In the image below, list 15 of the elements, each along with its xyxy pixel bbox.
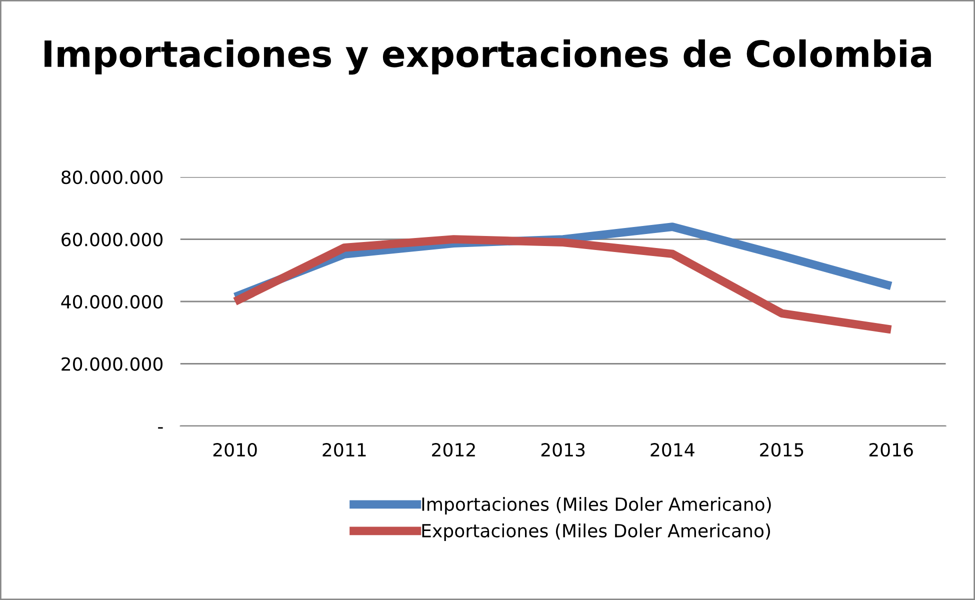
x-tick-label: 2014	[650, 442, 694, 457]
x-tick-label: 2010	[213, 442, 257, 457]
chart-title: Importaciones y exportaciones de Colombia	[44, 39, 931, 75]
y-tick-label: 20.000.000	[62, 357, 163, 371]
x-tick-label: 2016	[869, 442, 913, 457]
y-tick-label: 80.000.000	[62, 170, 163, 184]
x-tick-label: 2015	[760, 442, 804, 457]
y-tick-label: 40.000.000	[61, 294, 163, 309]
x-tick-label: 2013	[541, 442, 585, 457]
y-tick-label: -	[158, 427, 163, 429]
x-tick-label: 2012	[432, 442, 475, 457]
legend-label: Exportaciones (Miles Doler Americano)	[422, 524, 770, 542]
x-tick-label: 2011	[322, 442, 366, 457]
y-tick-label: 60.000.000	[62, 232, 163, 246]
legend-label: Importaciones (Miles Doler Americano)	[422, 497, 771, 515]
